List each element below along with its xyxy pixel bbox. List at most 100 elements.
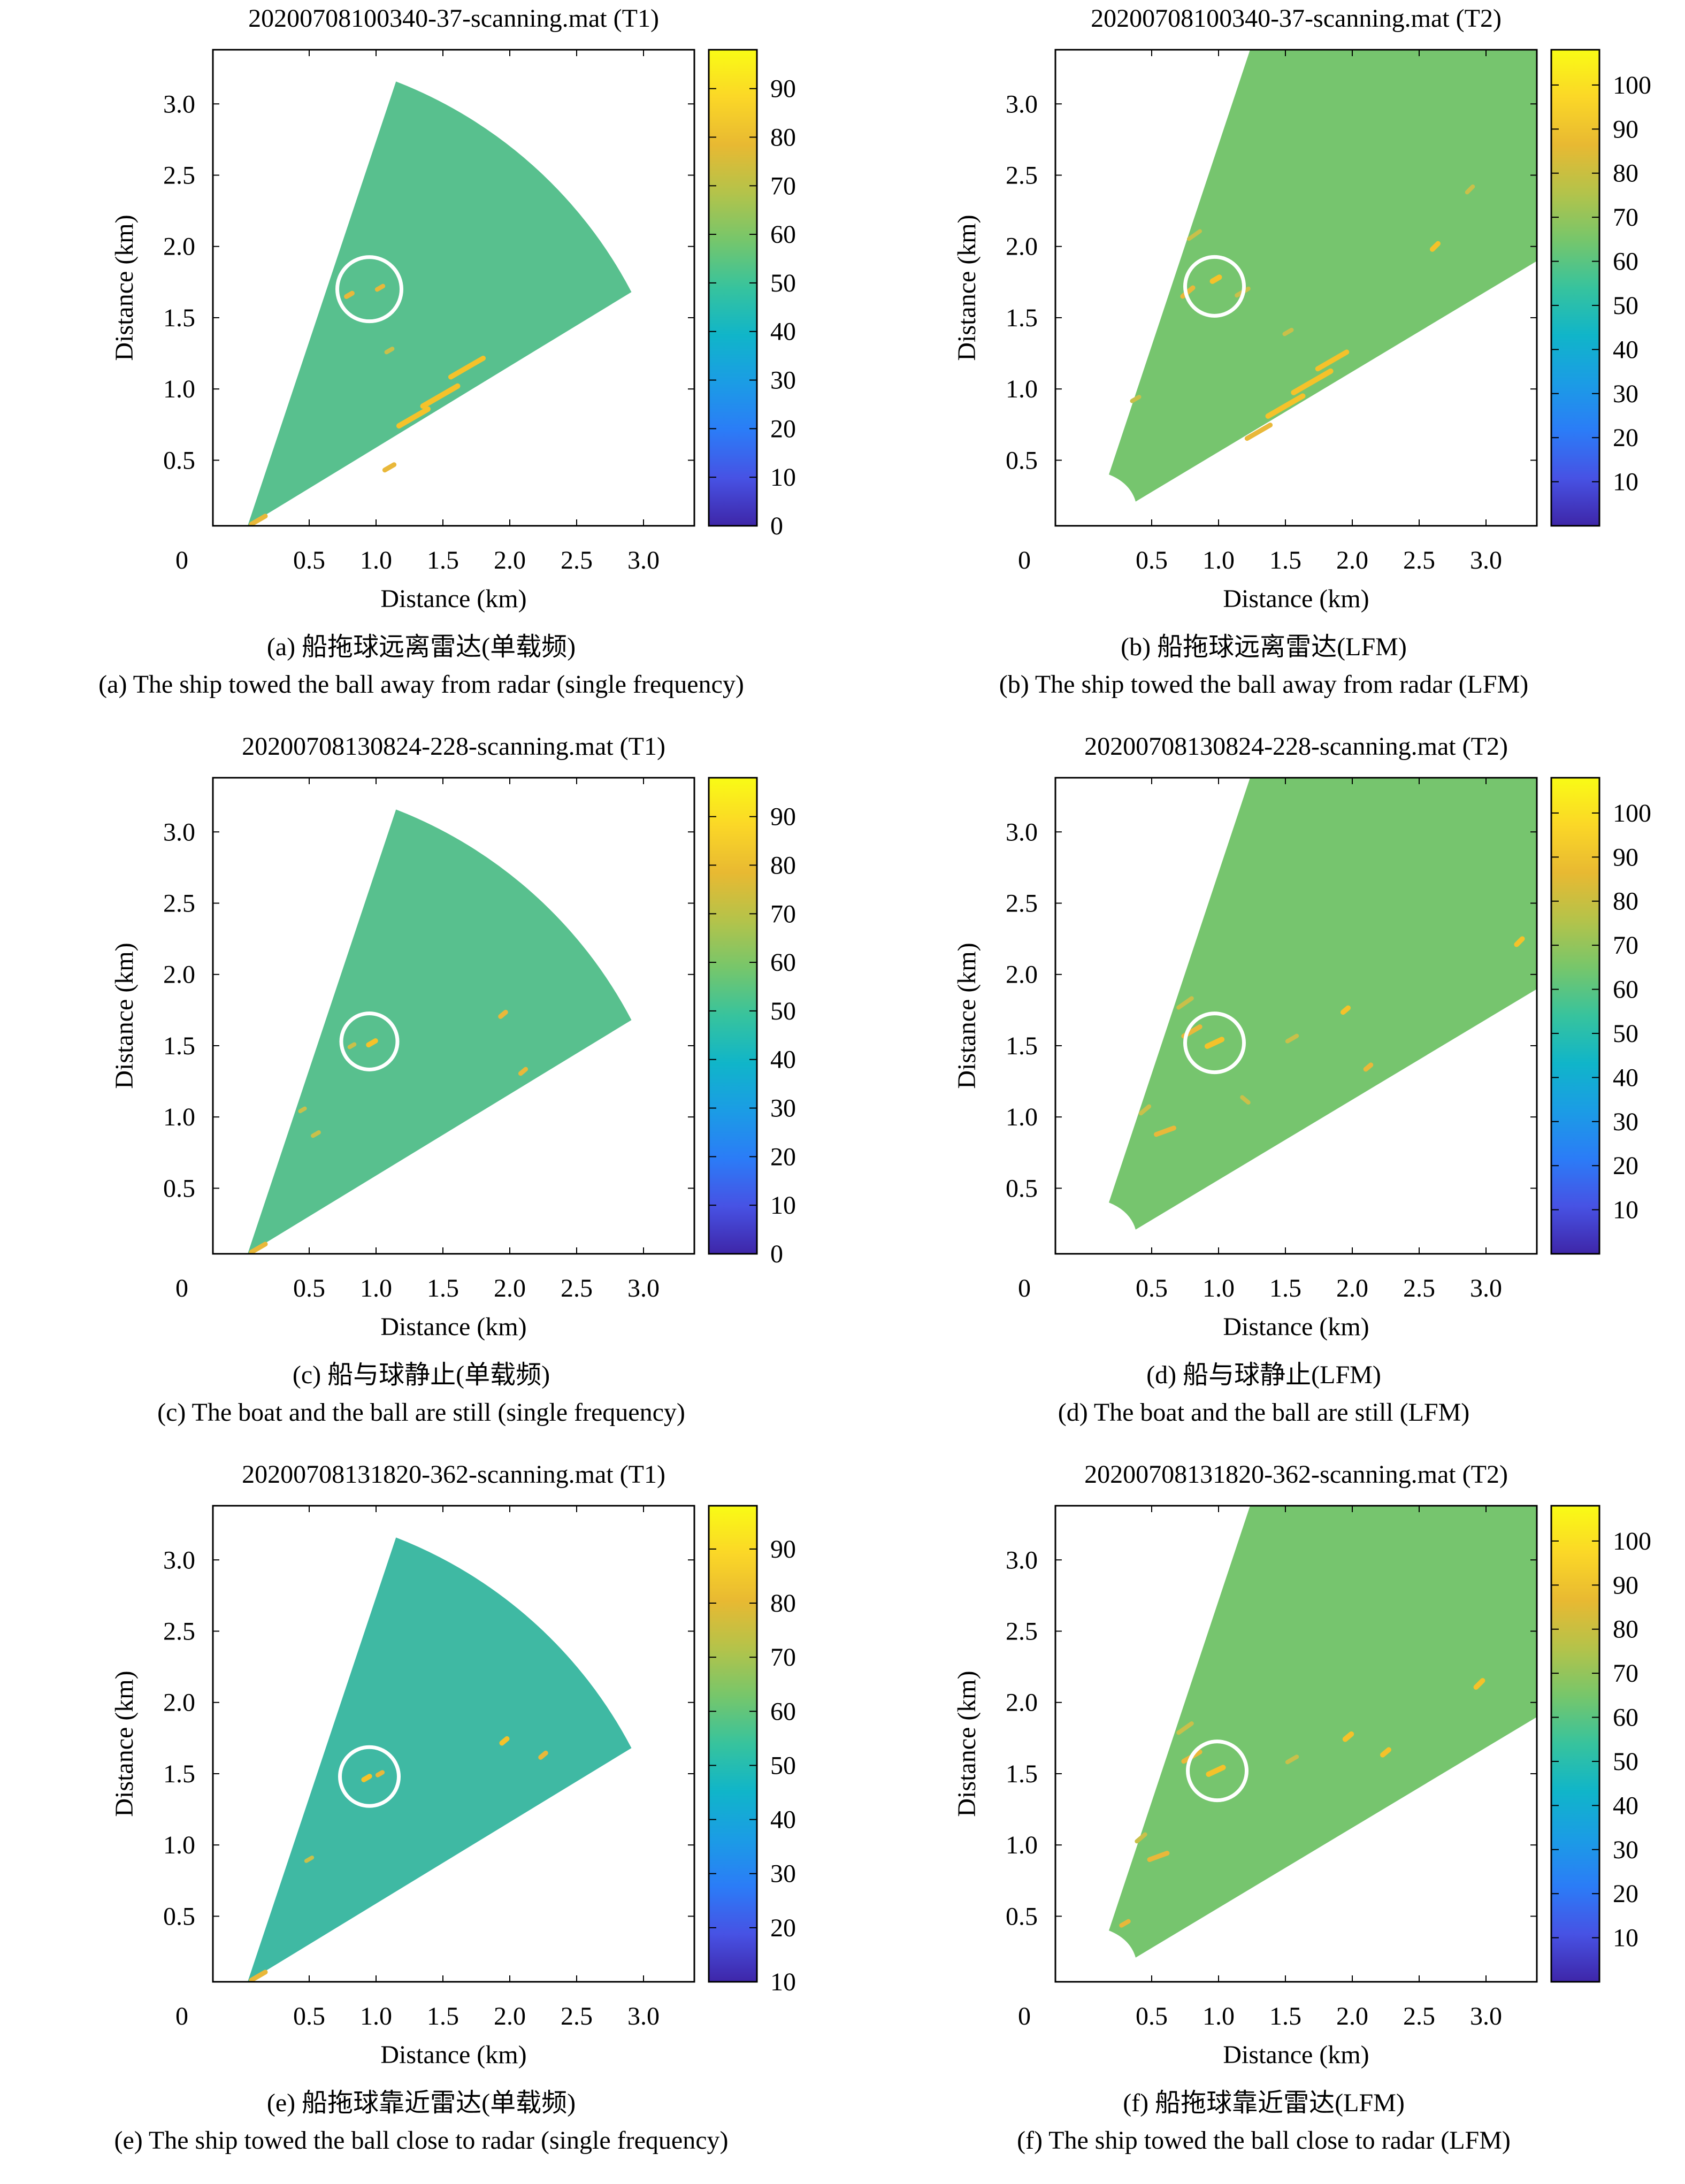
colorbar xyxy=(1551,50,1599,526)
colorbar-tick-label: 80 xyxy=(770,1589,796,1618)
y-tick-label: 1.0 xyxy=(1006,375,1038,403)
colorbar-tick-label: 60 xyxy=(1613,248,1638,276)
chart-title: 20200708131820-362-scanning.mat (T2) xyxy=(1084,1460,1508,1489)
radar-sector xyxy=(248,809,632,1254)
y-tick-label: 2.0 xyxy=(1006,233,1038,261)
colorbar-tick-label: 100 xyxy=(1613,1527,1651,1555)
colorbar-tick-label: 30 xyxy=(1613,1108,1638,1136)
x-tick-label: 2.5 xyxy=(561,2002,593,2030)
echo-return-0 xyxy=(1209,274,1222,284)
x-tick-label: 1.5 xyxy=(427,2002,459,2030)
echo-return-9 xyxy=(1240,1095,1251,1105)
y-tick-label: 2.0 xyxy=(163,1689,195,1717)
echo-return-8 xyxy=(1244,423,1273,441)
colorbar-tick-label: 10 xyxy=(770,463,796,492)
x-tick-label: 1.5 xyxy=(427,1274,459,1302)
x-tick-label: 2.0 xyxy=(494,2002,526,2030)
colorbar-tick-label: 10 xyxy=(770,1968,796,1996)
echo-return-7 xyxy=(1514,936,1525,947)
colorbar-tick-label: 90 xyxy=(1613,115,1638,143)
colorbar-tick-label: 10 xyxy=(770,1191,796,1220)
echo-return-0 xyxy=(344,290,355,299)
chart-panel-a: 20200708100340-37-scanning.mat (T1) 0 0.5 1… xyxy=(0,0,842,728)
x-tick-label: 2.0 xyxy=(1336,1274,1368,1302)
plot-frame xyxy=(1054,1505,1538,1983)
x-tick-label: 2.5 xyxy=(561,546,593,574)
colorbar xyxy=(1551,1506,1599,1982)
colorbar-tick-label: 90 xyxy=(770,1535,796,1564)
colorbar-frame xyxy=(1550,49,1600,527)
colorbar-tick-label: 20 xyxy=(770,1143,796,1171)
echo-return-2 xyxy=(382,462,397,473)
y-tick-label: 1.5 xyxy=(1006,1032,1038,1060)
echo-return-3 xyxy=(1429,241,1441,252)
target-circle xyxy=(1183,255,1246,318)
x-tick-label: 0 xyxy=(175,2002,188,2030)
echo-return-3 xyxy=(1154,1125,1176,1137)
colorbar-tick-label: 40 xyxy=(1613,1791,1638,1820)
y-tick-label: 3.0 xyxy=(1006,90,1038,118)
x-axis-label: Distance (km) xyxy=(1223,585,1369,613)
x-tick-label: 0.5 xyxy=(293,1274,325,1302)
y-tick-label: 3.0 xyxy=(1006,1546,1038,1574)
x-tick-label: 0.5 xyxy=(1136,2002,1168,2030)
plot-frame xyxy=(212,1505,695,1983)
echo-return-4 xyxy=(1138,1104,1152,1116)
colorbar-tick-label: 80 xyxy=(770,851,796,879)
x-tick-label: 1.0 xyxy=(1203,1274,1235,1302)
y-tick-label: 2.5 xyxy=(1006,161,1038,189)
echo-return-6 xyxy=(384,347,395,355)
colorbar-tick-label: 70 xyxy=(1613,203,1638,232)
caption-cn-a: (a) 船拖球远离雷达(单载频) xyxy=(266,633,576,661)
colorbar-tick-label: 80 xyxy=(1613,1615,1638,1644)
colorbar-tick-label: 80 xyxy=(1613,159,1638,188)
target-circle xyxy=(1183,1011,1246,1075)
x-tick-label: 2.0 xyxy=(1336,2002,1368,2030)
x-tick-label: 0.5 xyxy=(293,2002,325,2030)
colorbar-tick-label: 70 xyxy=(770,1643,796,1672)
echo-return-3 xyxy=(518,1067,529,1076)
x-tick-label: 0 xyxy=(1018,1274,1031,1302)
radar-heatmap-c: 20200708130824-228-scanning.mat (T1) 0 0.5… xyxy=(110,732,796,1341)
y-tick-label: 0.5 xyxy=(163,446,195,474)
y-tick-label: 3.0 xyxy=(163,1546,195,1574)
echo-return-1 xyxy=(375,1770,385,1777)
echo-return-5 xyxy=(1342,1731,1354,1742)
colorbar-tick-label: 80 xyxy=(770,123,796,151)
colorbar-tick-label: 0 xyxy=(770,1240,783,1268)
caption-cn-d: (d) 船与球静止(LFM) xyxy=(1146,1361,1381,1389)
colorbar-frame xyxy=(708,777,758,1255)
x-axis-label: Distance (km) xyxy=(380,585,526,613)
colorbar-tick-label: 10 xyxy=(1613,1196,1638,1224)
colorbar-tick-label: 50 xyxy=(770,997,796,1025)
radar-sector xyxy=(1109,778,1537,1230)
y-tick-label: 0.5 xyxy=(163,1902,195,1930)
caption-en-b: (b) The ship towed the ball away from ra… xyxy=(999,670,1529,699)
x-tick-label: 3.0 xyxy=(1470,1274,1502,1302)
y-tick-label: 2.5 xyxy=(1006,889,1038,917)
echo-return-7 xyxy=(1473,1678,1485,1690)
y-tick-label: 0.5 xyxy=(1006,1902,1038,1930)
x-tick-label: 2.0 xyxy=(494,546,526,574)
chart-panel-e: 20200708131820-362-scanning.mat (T1) 0 0.5… xyxy=(0,1456,842,2184)
colorbar-tick-label: 60 xyxy=(770,220,796,249)
echo-return-2 xyxy=(499,1736,510,1746)
echo-return-2 xyxy=(1176,1721,1194,1735)
x-tick-label: 0 xyxy=(1018,546,1031,574)
x-tick-label: 2.0 xyxy=(1336,546,1368,574)
colorbar-tick-label: 50 xyxy=(1613,1020,1638,1048)
colorbar-tick-label: 40 xyxy=(770,318,796,346)
colorbar-tick-label: 60 xyxy=(770,1697,796,1726)
y-axis-label: Distance (km) xyxy=(953,1670,981,1817)
colorbar-tick-label: 90 xyxy=(770,803,796,831)
caption-cn-e: (e) 船拖球靠近雷达(单载频) xyxy=(266,2089,576,2117)
echo-return-9 xyxy=(1282,327,1294,336)
echo-return-4 xyxy=(1465,184,1475,195)
radar-heatmap-b: 20200708100340-37-scanning.mat (T2) 0 0.5 1… xyxy=(953,4,1651,613)
target-circle xyxy=(338,1745,401,1808)
plot-frame xyxy=(1054,777,1538,1255)
colorbar-frame xyxy=(708,49,758,527)
y-tick-label: 1.0 xyxy=(163,1831,195,1859)
colorbar-tick-label: 90 xyxy=(1613,843,1638,871)
echo-return-5 xyxy=(448,355,486,380)
